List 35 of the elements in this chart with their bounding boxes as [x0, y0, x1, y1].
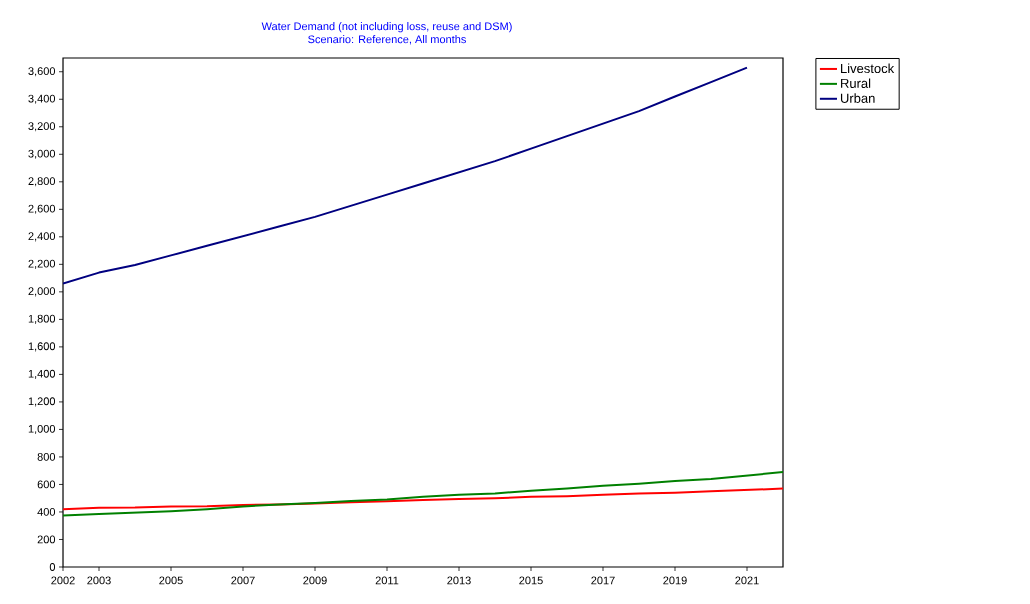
y-tick-label: 600: [37, 480, 56, 489]
y-tick-label: 1,800: [28, 314, 56, 324]
x-tick-label: 2003: [87, 576, 111, 585]
y-tick-label: 2,400: [28, 232, 56, 242]
y-tick-label: 1,000: [28, 424, 56, 434]
y-tick-label: 1,200: [28, 397, 56, 407]
x-tick-label: 2019: [663, 576, 687, 585]
x-tick-label: 2011: [375, 576, 399, 585]
legend-label: Urban: [840, 93, 875, 103]
x-tick-label: 2005: [159, 576, 183, 585]
y-tick-label: 3,400: [28, 94, 56, 104]
y-tick-label: 400: [37, 508, 56, 516]
x-tick-label: 2007: [231, 576, 255, 585]
x-tick-label: 2017: [591, 576, 615, 585]
y-tick-label: 2,000: [28, 287, 56, 297]
chart-title: Water Demand (not including loss, reuse and DSM): [261, 22, 512, 33]
x-tick-label: 2009: [303, 576, 327, 585]
chart-subtitle: Scenario: Reference, All months: [308, 35, 466, 45]
y-tick-label: 1,600: [28, 342, 56, 352]
y-tick-label: 200: [37, 535, 56, 544]
legend-label: Livestock: [841, 63, 895, 74]
y-tick-label: 800: [37, 453, 56, 461]
y-tick-label: 1,400: [28, 369, 56, 379]
x-tick-label: 2002: [51, 576, 75, 585]
y-tick-label: 2,800: [28, 177, 56, 187]
legend-label: Rural: [841, 78, 871, 88]
x-tick-label: 2013: [447, 576, 471, 585]
y-tick-label: 0: [49, 563, 56, 571]
y-tick-label: 3,000: [28, 149, 56, 159]
y-tick-label: 3,200: [28, 122, 56, 132]
x-tick-label: 2015: [519, 576, 543, 585]
y-tick-label: 2,200: [28, 259, 56, 269]
x-tick-label: 2021: [735, 576, 759, 585]
y-tick-label: 2,600: [28, 204, 56, 214]
y-tick-label: 3,600: [28, 67, 56, 77]
